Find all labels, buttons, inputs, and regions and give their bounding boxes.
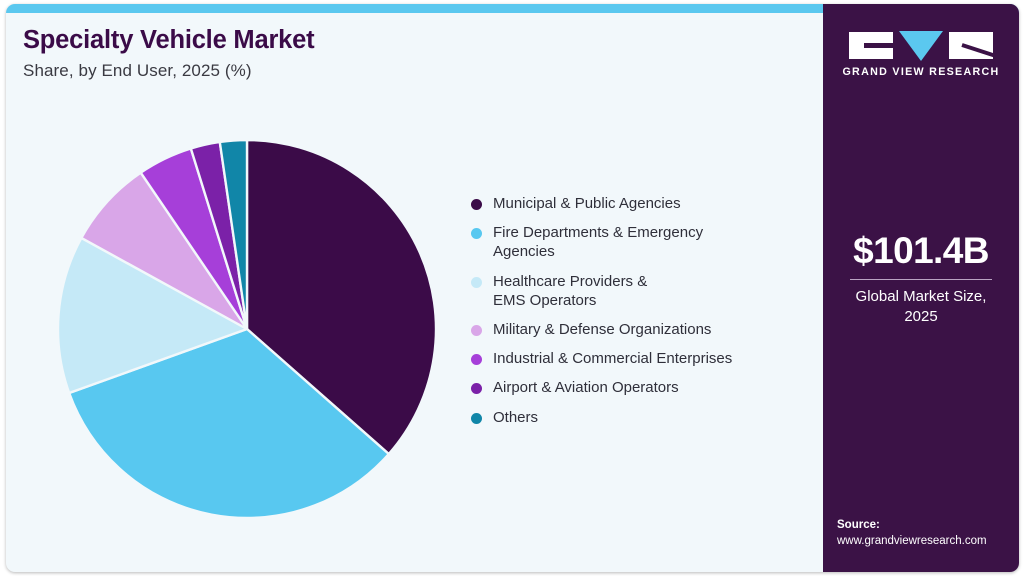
legend-swatch-icon bbox=[471, 383, 482, 395]
pie-chart bbox=[52, 134, 442, 524]
legend-item[interactable]: Municipal & Public Agencies bbox=[471, 194, 816, 213]
logo-r-icon bbox=[949, 32, 993, 59]
legend-item[interactable]: Healthcare Providers & EMS Operators bbox=[471, 272, 816, 310]
legend-item[interactable]: Industrial & Commercial Enterprises bbox=[471, 349, 816, 368]
legend-item-label: Healthcare Providers & EMS Operators bbox=[493, 272, 648, 309]
legend-item-label: Airport & Aviation Operators bbox=[493, 379, 679, 397]
legend-item-label: Others bbox=[493, 408, 539, 426]
legend-item-label: Military & Defense Organizations bbox=[493, 320, 712, 338]
source-label: Source: bbox=[837, 518, 880, 531]
legend-item-label: Fire Departments & Emergency Agencies bbox=[493, 224, 704, 261]
legend-swatch-icon bbox=[471, 228, 482, 240]
stat-value: $101.4B bbox=[853, 230, 989, 271]
legend-item-label: Municipal & Public Agencies bbox=[493, 195, 681, 212]
source-url: www.grandviewresearch.com bbox=[837, 535, 987, 548]
legend-swatch-icon bbox=[471, 412, 482, 424]
pie-slice[interactable] bbox=[56, 236, 249, 395]
pie-chart-svg bbox=[56, 138, 438, 520]
pie-slice[interactable] bbox=[218, 138, 249, 331]
chart-card: Specialty Vehicle Market Share, by End U… bbox=[6, 4, 1019, 572]
page-title: Specialty Vehicle Market bbox=[23, 26, 315, 54]
stat-divider bbox=[850, 278, 992, 280]
logo-v-triangle-icon bbox=[899, 30, 943, 61]
legend-item[interactable]: Airport & Aviation Operators bbox=[471, 378, 816, 397]
pie-slice[interactable] bbox=[245, 138, 438, 456]
logo-wordmark: GRAND VIEW RESEARCH bbox=[842, 66, 1000, 78]
legend-item[interactable]: Military & Defense Organizations bbox=[471, 320, 816, 339]
legend-item-label: Industrial & Commercial Enterprises bbox=[493, 350, 733, 368]
side-panel: GRAND VIEW RESEARCH $101.4B Global Marke… bbox=[823, 4, 1019, 572]
logo-g-icon bbox=[849, 32, 893, 59]
legend-item[interactable]: Fire Departments & Emergency Agencies bbox=[471, 223, 816, 261]
market-size-stat: $101.4B Global Market Size, 2025 bbox=[823, 230, 1019, 326]
logo-marks bbox=[823, 30, 1019, 61]
pie-slice[interactable] bbox=[67, 327, 390, 520]
top-accent-bar bbox=[6, 4, 1019, 13]
chart-legend: Municipal & Public Agencies Fire Departme… bbox=[471, 194, 816, 437]
legend-swatch-icon bbox=[471, 324, 482, 336]
stat-caption: Global Market Size, 2025 bbox=[855, 287, 987, 325]
legend-swatch-icon bbox=[471, 199, 482, 210]
page-subtitle: Share, by End User, 2025 (%) bbox=[23, 61, 252, 81]
chart-area: Municipal & Public Agencies Fire Departme… bbox=[16, 114, 816, 564]
legend-swatch-icon bbox=[471, 354, 482, 366]
source-block: Source: www.grandviewresearch.com bbox=[837, 517, 1019, 550]
brand-logo: GRAND VIEW RESEARCH bbox=[823, 30, 1019, 78]
legend-item[interactable]: Others bbox=[471, 408, 816, 427]
legend-swatch-icon bbox=[471, 276, 482, 288]
header: Specialty Vehicle Market Share, by End U… bbox=[23, 26, 723, 81]
